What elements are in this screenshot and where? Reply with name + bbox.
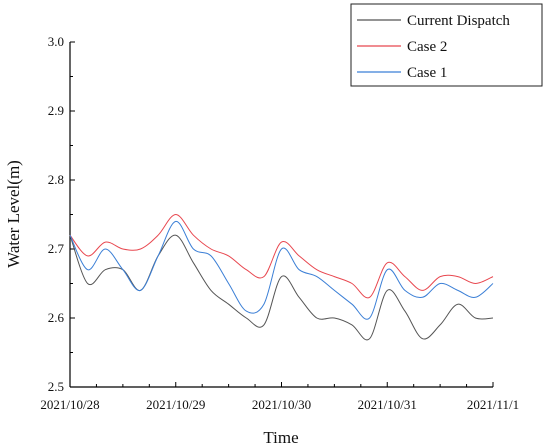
y-tick-label: 2.7 xyxy=(48,241,65,256)
tick-labels: 2.5 2.6 2.7 2.8 2.9 3.0 2021/10/28 2021/10/29 20… xyxy=(40,34,519,412)
series-line-case-2 xyxy=(69,213,494,299)
series-line-case-1 xyxy=(69,220,494,320)
legend: Current Dispatch Case 2 Case 1 xyxy=(350,3,543,87)
x-axis-label: Time xyxy=(263,428,298,447)
y-tick-label: 2.8 xyxy=(48,172,64,187)
legend-label-case-1: Case 1 xyxy=(407,65,447,81)
legend-label-current-dispatch: Current Dispatch xyxy=(407,13,510,29)
y-axis-label: Water Level(m) xyxy=(4,160,23,268)
x-tick-label: 2021/10/29 xyxy=(146,397,205,412)
x-tick-label: 2021/10/31 xyxy=(358,397,417,412)
y-tick-label: 3.0 xyxy=(48,34,64,49)
x-tick-label: 2021/10/30 xyxy=(252,397,311,412)
x-tick-label: 2021/10/28 xyxy=(40,397,99,412)
y-tick-label: 2.9 xyxy=(48,103,64,118)
y-tick-label: 2.5 xyxy=(48,379,64,394)
plot-series xyxy=(69,213,494,341)
series-line-current-dispatch xyxy=(69,234,494,341)
y-tick-label: 2.6 xyxy=(48,310,65,325)
x-tick-label: 2021/11/1 xyxy=(467,397,519,412)
legend-label-case-2: Case 2 xyxy=(407,39,447,55)
plot-axes xyxy=(69,41,494,388)
